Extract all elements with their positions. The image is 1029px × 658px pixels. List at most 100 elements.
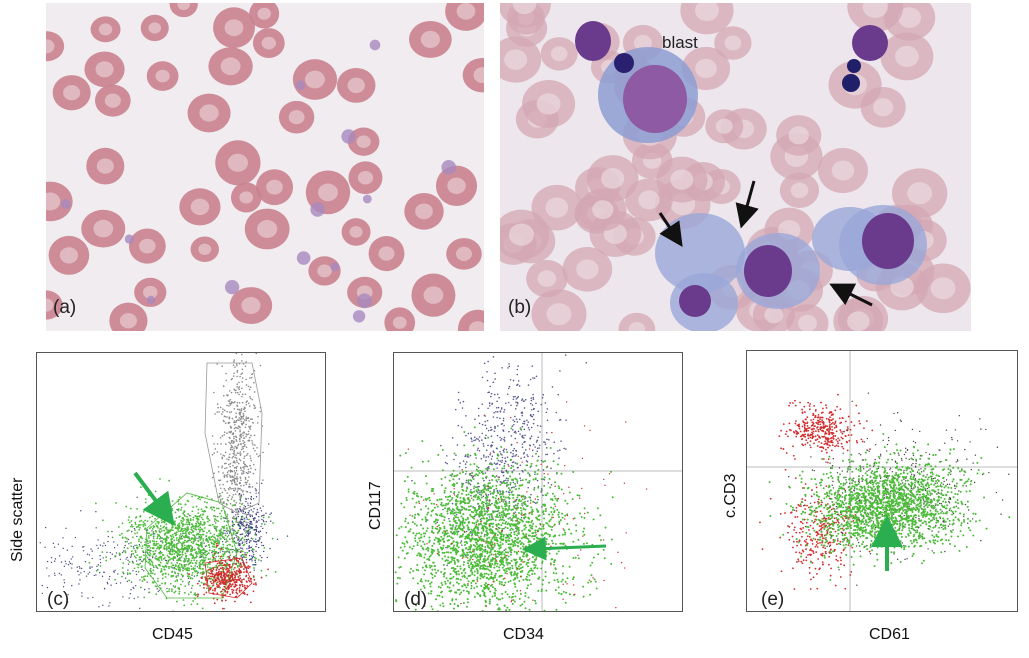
red-blood-cell (213, 7, 255, 49)
red-blood-cell (255, 169, 294, 206)
red-blood-cell (134, 277, 167, 307)
red-blood-cell (618, 312, 656, 331)
red-blood-cell (208, 47, 253, 86)
platelet (124, 234, 134, 244)
gate-red (204, 557, 253, 599)
platelet (362, 194, 372, 204)
platelet (295, 80, 306, 91)
red-blood-cell (411, 273, 456, 317)
cell-nucleus (842, 74, 860, 92)
red-blood-cell (140, 14, 169, 42)
micrograph-a-image (46, 3, 484, 331)
red-blood-cell (880, 32, 934, 81)
red-blood-cell (341, 218, 371, 246)
red-blood-cell (522, 80, 576, 128)
red-blood-cell (404, 193, 444, 230)
red-blood-cell (46, 31, 65, 62)
red-blood-cell (833, 298, 884, 331)
flow-plot-c: (c) (36, 352, 326, 612)
black-arrow (658, 212, 683, 247)
platelet (310, 202, 325, 217)
red-blood-cell (446, 238, 482, 270)
red-blood-cell (187, 93, 231, 133)
red-blood-cell (252, 28, 285, 59)
red-blood-cell (292, 59, 338, 100)
flow-plot-e: (e) (746, 350, 1018, 612)
platelet (352, 310, 366, 323)
cell-nucleus (744, 245, 792, 297)
event-cloud (394, 426, 614, 611)
red-blood-cell (230, 182, 262, 213)
red-blood-cell (146, 61, 179, 91)
red-blood-cell (169, 3, 198, 18)
red-blood-cell (500, 209, 550, 260)
red-blood-cell (540, 37, 578, 71)
red-blood-cell (179, 188, 221, 226)
red-blood-cell (229, 287, 273, 325)
red-blood-cell (500, 36, 542, 83)
red-blood-cell (714, 26, 752, 60)
red-blood-cell (776, 115, 822, 156)
red-blood-cell (562, 246, 613, 292)
green-arrow (133, 471, 175, 526)
blast-cell (598, 47, 698, 143)
red-blood-cell (847, 3, 904, 32)
red-blood-cell (244, 208, 290, 250)
gate-green (144, 492, 238, 599)
red-blood-cell (779, 172, 820, 208)
black-arrow (735, 180, 759, 229)
red-blood-cell (81, 209, 126, 248)
red-blood-cell (531, 289, 587, 331)
red-blood-cell (46, 181, 73, 222)
flow-plot-d-canvas (394, 353, 682, 611)
y-axis-label-d: CD117 (367, 481, 384, 530)
red-blood-cell (109, 302, 148, 331)
platelet (60, 199, 71, 210)
red-blood-cell (46, 290, 63, 320)
cell-nucleus (575, 21, 611, 61)
red-blood-cell (408, 21, 452, 58)
red-blood-cell (817, 148, 868, 194)
red-blood-cell (90, 16, 121, 43)
platelet (296, 251, 311, 265)
red-blood-cell (435, 165, 478, 207)
platelet (330, 262, 340, 272)
red-blood-cell (48, 235, 90, 275)
cell-nucleus (679, 285, 711, 317)
red-blood-cell (278, 100, 315, 134)
event-cloud (768, 433, 1017, 581)
red-blood-cell (384, 307, 416, 331)
red-blood-cell (128, 228, 166, 264)
micrograph-a: (a) (46, 3, 484, 331)
red-blood-cell (579, 188, 627, 231)
red-blood-cell (462, 58, 484, 93)
platelet (357, 293, 372, 309)
red-blood-cell (215, 140, 261, 186)
red-blood-cell (680, 3, 734, 35)
red-blood-cell (190, 236, 219, 263)
platelet (441, 159, 457, 175)
platelet (224, 279, 240, 295)
red-blood-cell (249, 3, 280, 29)
red-blood-cell (860, 86, 906, 128)
red-blood-cell (526, 259, 568, 298)
event-cloud (407, 401, 648, 609)
panel-label-e: (e) (761, 589, 785, 610)
red-blood-cell (786, 304, 829, 331)
red-blood-cell (336, 67, 376, 103)
red-blood-cell (531, 184, 583, 231)
red-blood-cell (347, 127, 380, 156)
gate-grey (204, 362, 263, 514)
red-blood-cell (86, 147, 125, 185)
x-axis-label-c: CD45 (152, 626, 193, 643)
flow-plot-e-canvas (747, 351, 1017, 611)
red-blood-cell (892, 168, 948, 219)
platelet (341, 129, 356, 144)
red-blood-cell (500, 3, 551, 28)
red-blood-cell (625, 178, 673, 222)
red-blood-cell (94, 84, 131, 117)
cell-nucleus (852, 25, 888, 61)
event-cloud (778, 393, 874, 464)
flow-plot-c-canvas (39, 353, 289, 611)
panel-label-b: (b) (508, 297, 532, 318)
